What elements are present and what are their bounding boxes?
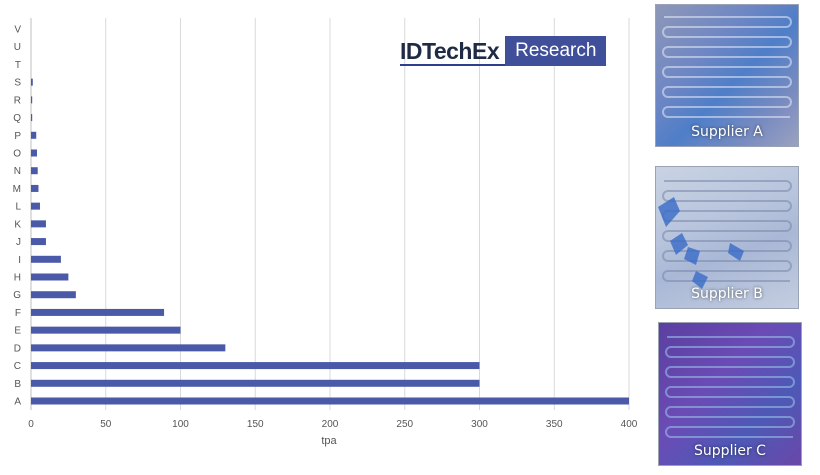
idtechex-logo: IDTechEx Research bbox=[400, 36, 607, 66]
x-tick-label: 0 bbox=[28, 419, 34, 430]
x-tick-label: 150 bbox=[247, 419, 264, 430]
supplier-b-label: Supplier B bbox=[691, 286, 763, 302]
x-tick-label: 350 bbox=[546, 419, 563, 430]
serpentine-pattern-b bbox=[658, 180, 792, 289]
y-tick-label: J bbox=[16, 237, 21, 248]
bar-G bbox=[31, 291, 76, 299]
x-tick-labels: 0 50 100 150 200 250 300 350 400 bbox=[28, 419, 638, 430]
x-tick-label: 200 bbox=[322, 419, 339, 430]
x-tick-label: 400 bbox=[621, 419, 638, 430]
y-tick-label: F bbox=[15, 308, 21, 319]
bar-D bbox=[31, 344, 226, 352]
x-tick-label: 300 bbox=[471, 419, 488, 430]
bar-K bbox=[31, 220, 46, 228]
bar-C bbox=[31, 362, 480, 370]
y-tick-label: G bbox=[13, 290, 21, 301]
logo-research-box: Research bbox=[505, 36, 607, 66]
x-tick-label: 250 bbox=[396, 419, 413, 430]
bar-N bbox=[31, 167, 38, 175]
bar-O bbox=[31, 149, 37, 157]
y-tick-label: C bbox=[14, 361, 21, 372]
supplier-c-label: Supplier C bbox=[694, 443, 766, 459]
bar-B bbox=[31, 379, 480, 387]
bar-M bbox=[31, 184, 39, 192]
y-tick-label: O bbox=[13, 149, 21, 160]
x-axis-label: tpa bbox=[321, 435, 337, 447]
y-tick-label: M bbox=[13, 184, 21, 195]
bar-L bbox=[31, 202, 40, 210]
serpentine-pattern-a bbox=[662, 16, 792, 118]
supplier-c-photo: Supplier C bbox=[658, 322, 802, 466]
serpentine-pattern-c bbox=[665, 336, 795, 438]
y-tick-label: H bbox=[14, 273, 21, 284]
y-tick-label: R bbox=[14, 95, 21, 106]
y-tick-label: I bbox=[18, 255, 21, 266]
y-tick-label: P bbox=[14, 131, 21, 142]
y-tick-label: S bbox=[14, 78, 21, 89]
bars bbox=[31, 78, 629, 405]
supplier-a-photo: Supplier A bbox=[655, 4, 799, 147]
logo-wordmark: IDTechEx bbox=[400, 36, 506, 66]
y-tick-label: A bbox=[14, 397, 21, 408]
y-tick-label: T bbox=[15, 60, 21, 71]
y-tick-label: N bbox=[14, 166, 21, 177]
y-tick-label: E bbox=[14, 326, 21, 337]
y-tick-label: Q bbox=[13, 113, 21, 124]
supplier-b-photo: Supplier B bbox=[655, 166, 799, 309]
x-tick-label: 100 bbox=[172, 419, 189, 430]
bar-P bbox=[31, 131, 37, 139]
y-tick-label: B bbox=[14, 379, 21, 390]
y-tick-label: L bbox=[15, 202, 21, 213]
y-tick-label: U bbox=[14, 42, 21, 53]
x-tick-label: 50 bbox=[100, 419, 112, 430]
bar-A bbox=[31, 397, 629, 405]
bar-H bbox=[31, 273, 69, 281]
bar-R bbox=[31, 96, 33, 104]
y-tick-label: V bbox=[14, 25, 21, 36]
bar-Q bbox=[31, 114, 33, 122]
bar-I bbox=[31, 255, 61, 263]
bar-F bbox=[31, 308, 165, 316]
bar-J bbox=[31, 238, 46, 246]
supplier-a-label: Supplier A bbox=[691, 124, 763, 140]
y-tick-label: D bbox=[14, 343, 21, 354]
bar-E bbox=[31, 326, 181, 334]
y-tick-label: K bbox=[14, 219, 21, 230]
bar-S bbox=[31, 78, 33, 86]
gridlines bbox=[30, 18, 630, 410]
